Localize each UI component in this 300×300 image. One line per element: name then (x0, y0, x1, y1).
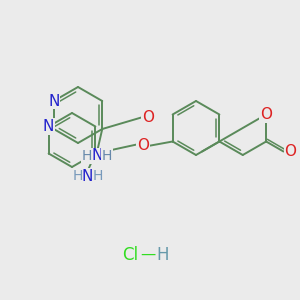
Text: O: O (260, 107, 272, 122)
Text: O: O (284, 144, 296, 159)
Text: —: — (140, 247, 156, 262)
Text: H: H (72, 169, 82, 184)
Text: H: H (157, 246, 169, 264)
Text: O: O (137, 137, 149, 152)
Text: N: N (82, 169, 93, 184)
Text: N: N (92, 148, 103, 164)
Text: N: N (48, 94, 59, 109)
Text: H: H (92, 169, 103, 184)
Text: H: H (102, 149, 112, 163)
Text: O: O (142, 110, 154, 125)
Text: Cl: Cl (122, 246, 138, 264)
Text: N: N (43, 119, 54, 134)
Text: H: H (82, 149, 92, 163)
